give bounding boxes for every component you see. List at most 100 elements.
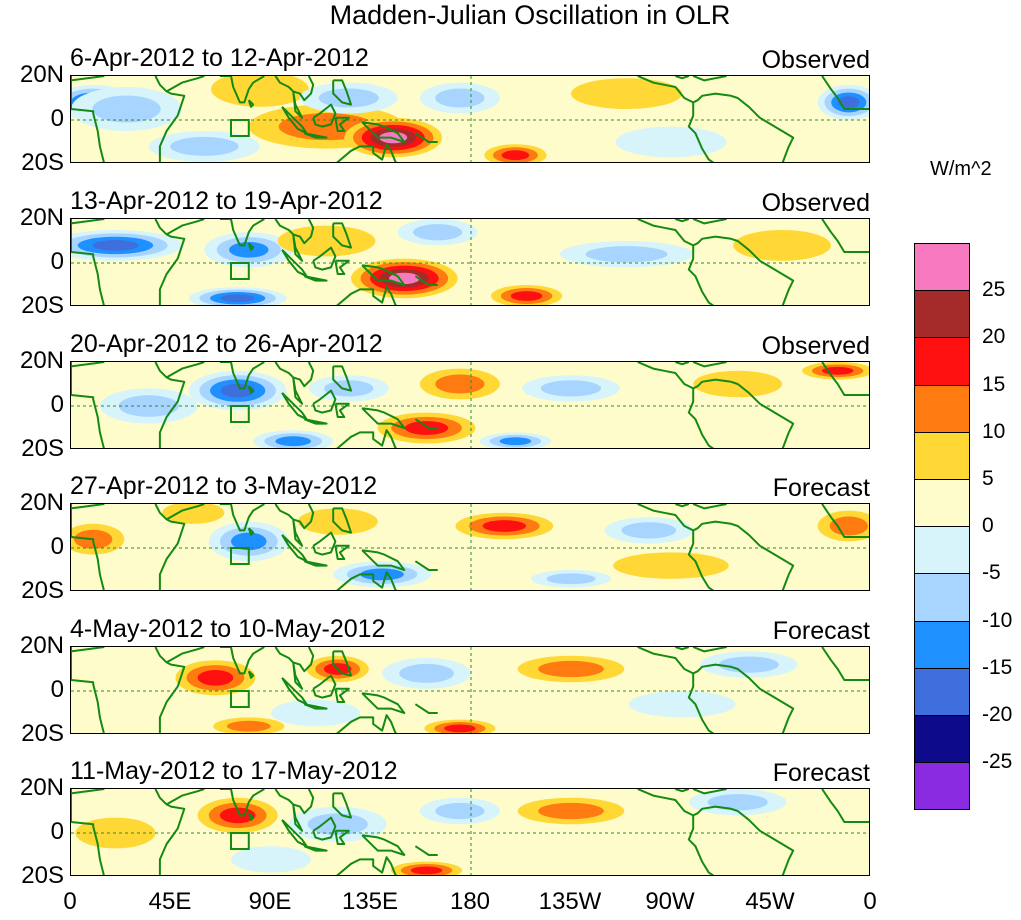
anomaly-blob — [688, 789, 787, 816]
panel-type-label: Forecast — [772, 617, 870, 645]
contour-level — [482, 520, 527, 532]
coastline — [219, 219, 265, 247]
coastline — [334, 829, 350, 845]
contour-level — [118, 395, 179, 417]
coastline — [219, 76, 265, 104]
contour-level — [197, 669, 234, 686]
panel-type-label: Observed — [761, 332, 870, 360]
coastline — [336, 143, 398, 162]
contour-level — [170, 136, 239, 156]
contour-level — [229, 241, 269, 258]
contour-level — [540, 380, 602, 397]
longitude-label: 135W — [538, 888, 602, 915]
map-panel-6: 11-May-2012 to 17-May-2012 Forecast — [70, 757, 870, 876]
coastline — [336, 714, 398, 733]
contour-level — [297, 508, 378, 535]
panel-date-range: 20-Apr-2012 to 26-Apr-2012 — [70, 330, 383, 358]
latitude-label: 20N — [19, 489, 64, 516]
coastline — [675, 362, 690, 366]
coastline — [675, 789, 690, 793]
contour-level — [501, 150, 530, 161]
coastline — [303, 560, 328, 567]
contour-level — [499, 437, 532, 446]
coastline — [414, 418, 438, 429]
contour-level — [585, 246, 668, 263]
coastline — [154, 362, 186, 448]
olr-anomaly-map — [71, 219, 869, 305]
contour-level — [231, 532, 267, 551]
coastline — [414, 845, 438, 856]
contour-level — [571, 78, 683, 109]
coastline — [687, 245, 715, 305]
coastline — [687, 102, 715, 162]
anomaly-blob — [479, 432, 551, 448]
colorbar-tick-label: -15 — [982, 655, 1013, 679]
coastline — [821, 789, 869, 823]
panel-date-range: 11-May-2012 to 17-May-2012 — [70, 757, 398, 785]
coastline — [166, 362, 205, 379]
latitude-label: 20N — [19, 632, 64, 659]
coastline — [71, 76, 105, 82]
anomaly-blob — [99, 388, 198, 424]
contour-level — [621, 522, 677, 539]
coastline — [687, 530, 715, 590]
coastline — [71, 821, 105, 875]
coastline — [303, 418, 328, 425]
coastline — [71, 251, 105, 305]
colorbar-swatch — [914, 715, 970, 764]
anomaly-blob — [71, 87, 183, 131]
panel-type-label: Observed — [761, 46, 870, 74]
latitude-label: 20N — [19, 347, 64, 374]
anomaly-blob — [531, 570, 611, 588]
anomaly-blob — [71, 230, 183, 261]
colorbar-swatch — [914, 667, 970, 716]
coastline — [334, 402, 350, 418]
coastline — [336, 429, 398, 448]
longitude-label: 0 — [63, 888, 77, 915]
colorbar-swatch — [914, 762, 970, 811]
coastline — [414, 132, 438, 143]
coastline — [637, 362, 795, 448]
coastline — [247, 812, 255, 821]
colorbar-tick-label: -25 — [982, 750, 1013, 774]
anomaly-blob — [613, 552, 729, 579]
coastline — [303, 845, 328, 852]
map-plot-area — [70, 361, 870, 449]
colorbar-swatch — [914, 620, 970, 669]
coastline — [219, 362, 265, 390]
colorbar-swatch — [914, 573, 970, 622]
latitude-label: 20N — [19, 204, 64, 231]
coastline — [332, 79, 352, 106]
coastline — [332, 792, 352, 819]
coastline — [334, 259, 350, 275]
coastlines — [71, 362, 869, 448]
contour-level — [718, 656, 779, 673]
coastline — [274, 504, 315, 547]
latitude-label: 20S — [21, 577, 64, 604]
contour-level — [435, 88, 485, 108]
colorbar-swatch — [914, 290, 970, 339]
coastline — [637, 504, 795, 590]
coastline — [675, 76, 690, 80]
longitude-label: 90W — [645, 888, 695, 915]
contour-level — [444, 724, 476, 733]
panel-type-label: Forecast — [772, 759, 870, 787]
anomaly-blob — [333, 561, 431, 588]
coastline — [303, 275, 328, 282]
coastline — [166, 504, 205, 521]
anomaly-blob — [308, 375, 389, 402]
coastline — [312, 816, 337, 841]
map-plot-area — [70, 75, 870, 163]
anomaly-blob — [424, 719, 496, 733]
contour-level — [613, 552, 729, 579]
anomaly-blob — [188, 287, 287, 305]
anomaly-blob — [175, 660, 256, 696]
coastline — [821, 504, 869, 538]
anomaly-blob — [377, 412, 476, 444]
anomaly-blob — [397, 219, 478, 246]
coastline — [675, 647, 690, 651]
coastline — [414, 560, 438, 571]
coastline — [821, 76, 869, 110]
coastline — [692, 219, 727, 225]
anomaly-blob — [484, 144, 547, 162]
